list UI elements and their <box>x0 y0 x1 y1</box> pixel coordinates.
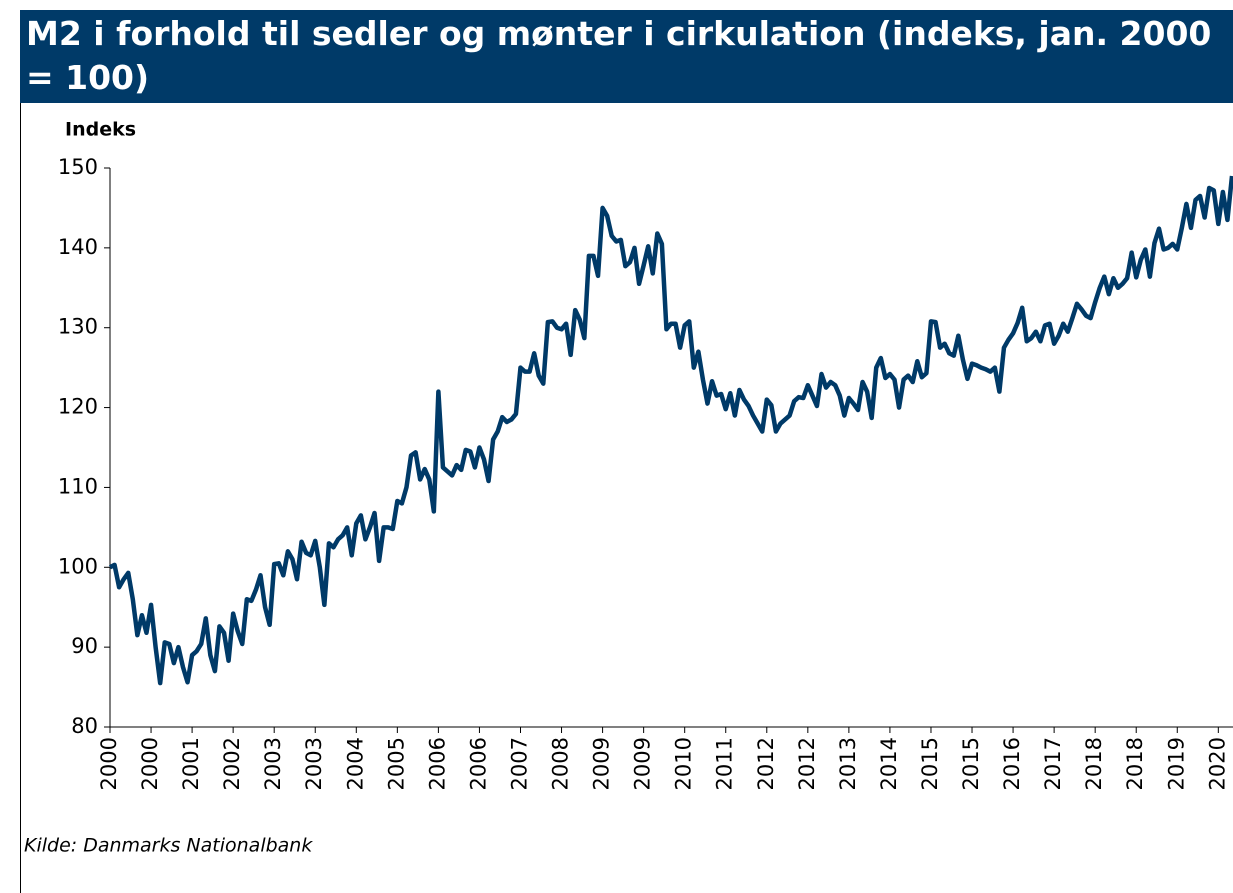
x-tick-label: 2000 <box>138 737 162 790</box>
x-tick-label: 2005 <box>384 737 408 790</box>
x-tick-label: 2002 <box>220 737 244 790</box>
x-tick-label: 2008 <box>549 737 573 790</box>
x-tick-label: 2004 <box>343 737 367 790</box>
x-tick-label: 2012 <box>754 737 778 790</box>
y-tick-label: 90 <box>71 634 98 658</box>
title-box: M2 i forhold til sedler og mønter i cirk… <box>26 14 1212 97</box>
title-banner <box>20 10 1233 103</box>
y-tick-label: 120 <box>58 395 98 419</box>
y-tick-label: 150 <box>58 155 98 179</box>
x-tick-label: 2013 <box>836 737 860 790</box>
x-tick-label: 2006 <box>425 737 449 790</box>
x-tick-label: 2016 <box>1000 737 1024 790</box>
x-tick-label: 2009 <box>590 737 614 790</box>
x-tick-label: 2003 <box>302 737 326 790</box>
x-tick-label: 2012 <box>795 737 819 790</box>
x-tick-label: 2006 <box>466 737 490 790</box>
x-tick-label: 2017 <box>1041 737 1065 790</box>
x-tick-label: 2018 <box>1082 737 1106 790</box>
x-tick-label: 2014 <box>877 737 901 790</box>
x-tick-label: 2010 <box>672 737 696 790</box>
y-tick-label: 100 <box>58 554 98 578</box>
y-tick-label: 140 <box>58 235 98 259</box>
x-tick-label: 2007 <box>507 737 531 790</box>
y-tick-label: 110 <box>58 474 98 498</box>
x-tick-label: 2011 <box>713 737 737 790</box>
x-tick-label: 2009 <box>631 737 655 790</box>
y-axis-label: Indeks <box>65 119 136 141</box>
x-tick-label: 2015 <box>959 737 983 790</box>
source-note: Kilde: Danmarks Nationalbank <box>24 835 313 857</box>
x-tick-label: 2000 <box>97 737 121 790</box>
x-tick-label: 2003 <box>261 737 285 790</box>
x-tick-label: 2001 <box>179 737 203 790</box>
x-tick-label: 2019 <box>1164 737 1188 790</box>
data-line <box>108 175 1233 686</box>
chart-title: M2 i forhold til sedler og mønter i cirk… <box>26 14 1212 97</box>
y-tick-label: 130 <box>58 315 98 339</box>
y-tick-label: 80 <box>71 714 98 738</box>
x-tick-label: 2015 <box>918 737 942 790</box>
x-tick-label: 2020 <box>1205 737 1229 790</box>
x-tick-label: 2018 <box>1123 737 1147 790</box>
